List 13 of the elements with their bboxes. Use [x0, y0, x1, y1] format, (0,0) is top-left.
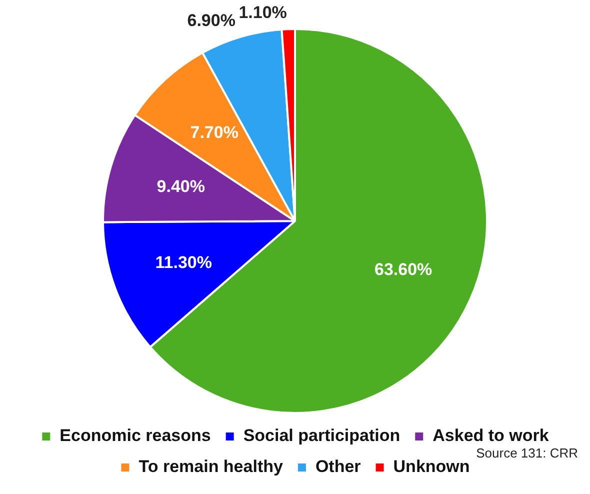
legend-label: Unknown — [393, 457, 470, 476]
source-note: Source 131: CRR — [476, 446, 578, 461]
data-label: 11.30% — [155, 252, 212, 272]
legend-label: Other — [315, 457, 362, 476]
legend-label: Economic reasons — [60, 426, 211, 446]
legend-label: To remain healthy — [138, 457, 284, 476]
legend-label: Social participation — [243, 426, 400, 446]
data-label: 1.10% — [238, 2, 287, 22]
data-label: 6.90% — [187, 11, 236, 30]
data-label: 9.40% — [156, 176, 205, 196]
data-label: 63.60% — [374, 260, 432, 280]
legend-label: Asked to work — [432, 426, 550, 446]
data-label: 7.70% — [190, 123, 238, 142]
